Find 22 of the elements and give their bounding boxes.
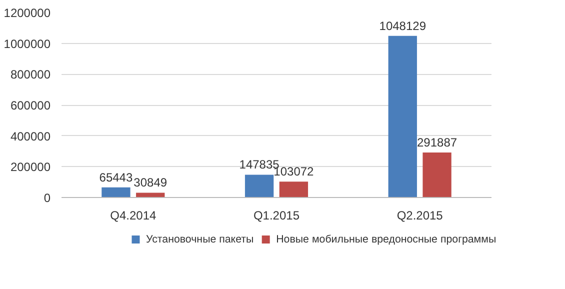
y-tick-label: 600000 (10, 98, 51, 112)
x-tick-label: Q4.2014 (110, 208, 157, 222)
bar (244, 174, 274, 198)
data-label: 1048129 (379, 18, 426, 33)
bar (102, 187, 130, 198)
bar (279, 182, 308, 198)
data-label: 65443 (99, 170, 133, 184)
legend-label: Новые мобильные вредоносные программы (276, 234, 496, 246)
legend-label: Установочные пакеты (146, 234, 254, 246)
y-tick-label: 0 (44, 191, 51, 205)
data-label: 291887 (417, 136, 458, 150)
y-tick-label: 1000000 (4, 36, 51, 51)
bar (422, 152, 452, 198)
y-tick-label: 800000 (10, 68, 51, 82)
bar (136, 192, 165, 198)
y-tick-label: 200000 (10, 160, 51, 174)
x-tick-label: Q1.2015 (253, 208, 300, 222)
bar (388, 36, 417, 198)
y-tick-label: 400000 (10, 129, 51, 144)
data-label: 30849 (134, 176, 168, 190)
x-tick-label: Q2.2015 (396, 208, 444, 222)
y-tick-label: 1200000 (4, 6, 51, 20)
